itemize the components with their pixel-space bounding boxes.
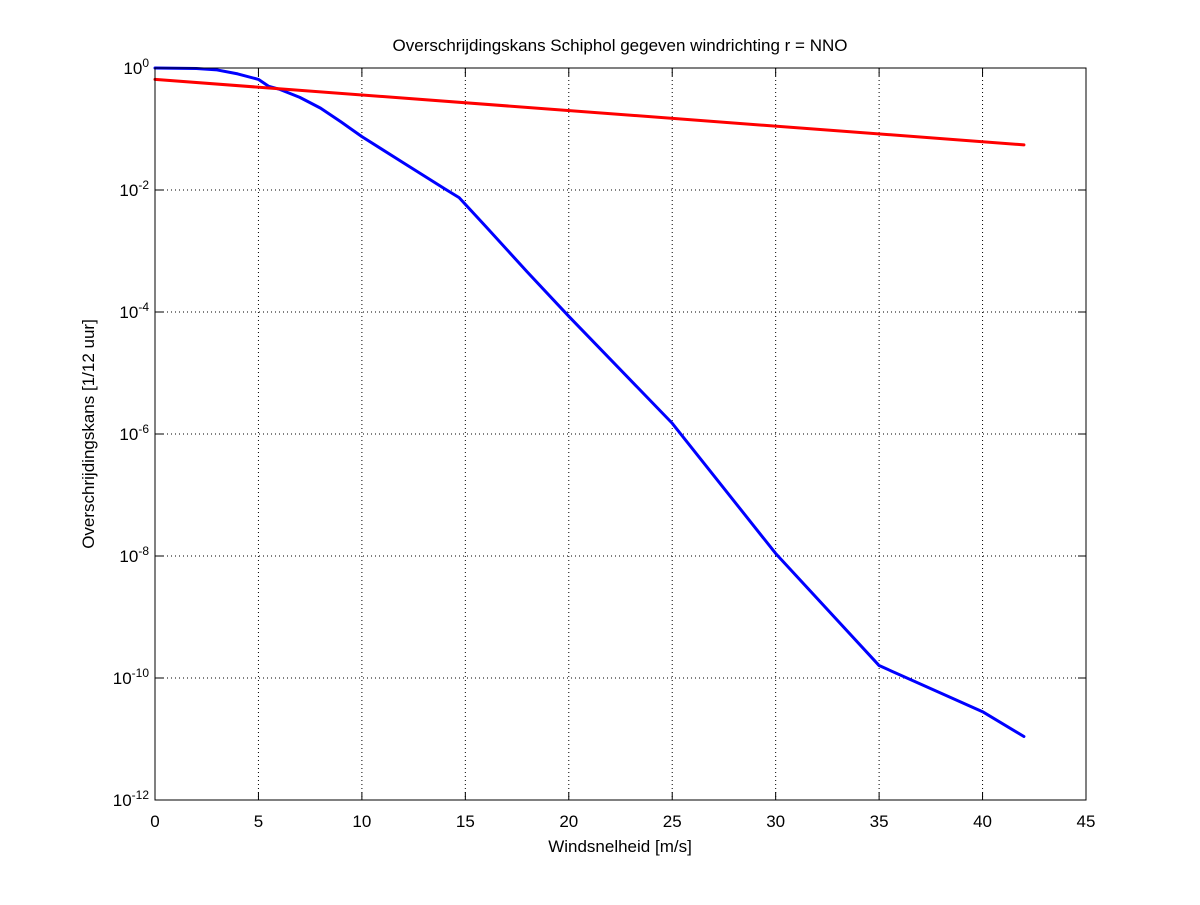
y-axis-title: Overschrijdingskans [1/12 uur] (79, 319, 98, 549)
x-tick-label: 10 (352, 812, 371, 831)
y-tick-exponent: -2 (138, 178, 149, 192)
y-tick-label: 10-6 (119, 422, 149, 444)
y-tick-exponent: 0 (142, 56, 149, 70)
y-tick-base: 10 (119, 425, 138, 444)
y-tick-base: 10 (113, 791, 132, 810)
x-axis-title: Windsnelheid [m/s] (548, 837, 692, 856)
x-tick-label: 20 (559, 812, 578, 831)
x-tick-labels: 0 5 10 15 20 25 30 35 40 45 (150, 812, 1095, 831)
plot-area (155, 68, 1086, 800)
x-tick-label: 45 (1077, 812, 1096, 831)
y-tick-exponent: -6 (138, 422, 149, 436)
x-tick-label: 40 (973, 812, 992, 831)
y-tick-label: 10-10 (113, 666, 150, 688)
y-tick-label: 10-8 (119, 544, 149, 566)
x-tick-label: 35 (870, 812, 889, 831)
series-layer (153, 66, 1026, 738)
x-tick-label: 25 (663, 812, 682, 831)
y-tick-base: 10 (113, 669, 132, 688)
series-line-1 (153, 66, 1026, 738)
y-tick-exponent: -8 (138, 544, 149, 558)
x-tick-label: 5 (254, 812, 263, 831)
x-tick-label: 30 (766, 812, 785, 831)
y-tick-exponent: -12 (132, 788, 150, 802)
chart-title: Overschrijdingskans Schiphol gegeven win… (393, 36, 848, 55)
y-tick-label: 10-4 (119, 300, 149, 322)
y-tick-exponent: -10 (132, 666, 150, 680)
y-tick-base: 10 (119, 303, 138, 322)
y-tick-label: 10-2 (119, 178, 149, 200)
y-tick-label: 100 (123, 56, 149, 78)
y-tick-base: 10 (123, 59, 142, 78)
y-tick-label: 10-12 (113, 788, 150, 810)
series-line-2 (153, 77, 1026, 147)
y-tick-base: 10 (119, 181, 138, 200)
y-tick-exponent: -4 (138, 300, 149, 314)
ticks (154, 67, 1087, 801)
x-tick-label: 0 (150, 812, 159, 831)
x-tick-label: 15 (456, 812, 475, 831)
y-tick-base: 10 (119, 547, 138, 566)
plot-frame (154, 67, 1087, 801)
